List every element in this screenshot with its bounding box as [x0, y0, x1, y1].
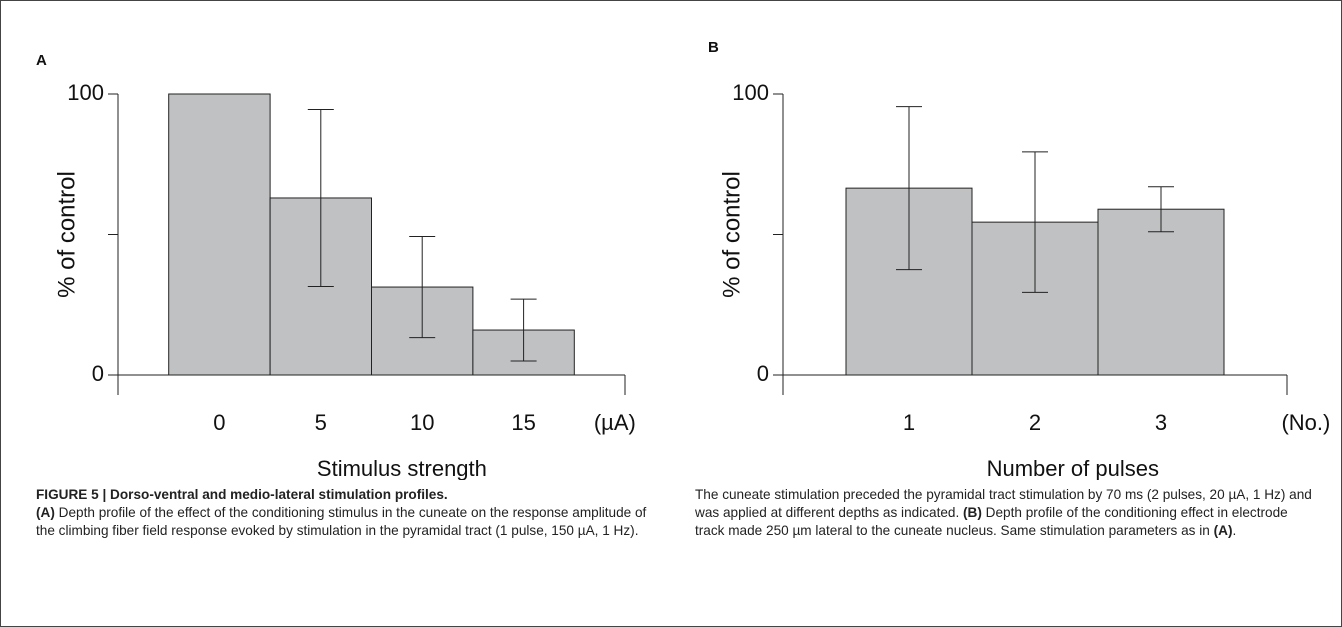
caption-part: .	[1232, 523, 1237, 538]
y-tick-label: 0	[757, 361, 769, 386]
x-unit-label: (µA)	[594, 410, 636, 435]
y-tick-label: 100	[67, 80, 104, 105]
caption: FIGURE 5 | Dorso-ventral and medio-later…	[36, 486, 1316, 540]
x-tick-label: 2	[1029, 410, 1041, 435]
bar	[168, 93, 271, 376]
x-tick-label: 1	[903, 410, 915, 435]
y-axis-label: % of control	[718, 171, 745, 298]
x-axis-label: Stimulus strength	[317, 456, 487, 480]
panel-label: A	[36, 52, 47, 69]
x-unit-label: (No.)	[1281, 410, 1330, 435]
x-tick-label: 3	[1155, 410, 1167, 435]
x-tick-label: 15	[511, 410, 535, 435]
x-tick-label: 0	[213, 410, 225, 435]
y-tick-label: 0	[92, 361, 104, 386]
caption-part: Depth profile of the conditioning effect…	[695, 505, 1288, 538]
x-tick-label: 10	[410, 410, 434, 435]
caption-part: (A)	[1213, 523, 1233, 538]
caption-part: Depth profile of the effect of the condi…	[36, 487, 1312, 538]
panel-label: B	[708, 39, 719, 56]
caption-title: FIGURE 5 | Dorso-ventral and medio-later…	[36, 487, 448, 502]
y-axis-label: % of control	[53, 171, 80, 298]
y-tick-label: 100	[732, 80, 769, 105]
caption-part: (B)	[963, 505, 982, 520]
caption-text: (A) Depth profile of the effect of the c…	[36, 486, 1316, 540]
x-axis-label: Number of pulses	[987, 456, 1159, 480]
x-tick-label: 5	[315, 410, 327, 435]
caption-part: (A)	[36, 505, 55, 520]
bar	[1097, 208, 1225, 376]
